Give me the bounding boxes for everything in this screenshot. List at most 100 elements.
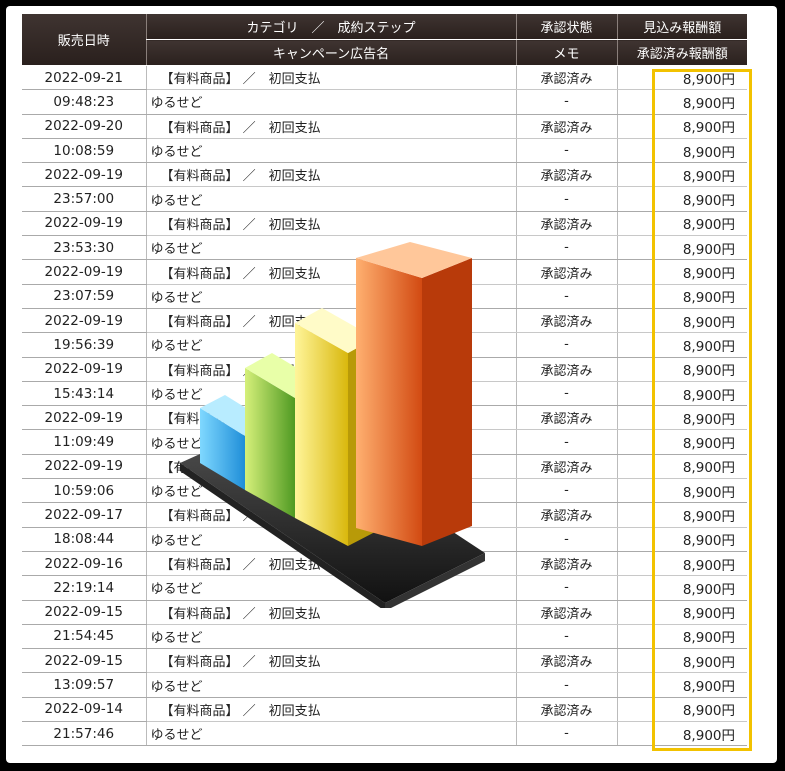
sale-date: 2022-09-19	[22, 454, 146, 480]
sale-time: 23:53:30	[22, 235, 146, 261]
expected-reward: 8,900円	[616, 259, 747, 285]
approved-reward: 8,900円	[616, 235, 747, 261]
sale-time: 21:57:46	[22, 721, 146, 747]
table-row-detail: 13:09:57 ゆるせど -8,900円	[22, 672, 747, 698]
sales-report-table: 販売日時 カテゴリ ／ 成約ステップ 承認状態 見込み報酬額 キャンペーン広告名…	[22, 14, 747, 747]
expected-reward: 8,900円	[616, 697, 747, 723]
approval-status: 承認済み	[515, 600, 617, 625]
sale-date: 2022-09-15	[22, 600, 146, 625]
sale-time: 11:09:49	[22, 429, 146, 455]
table-body: 2022-09-21 【有料商品】 ／ 初回支払 承認済み 8,900円 09:48:2…	[22, 65, 747, 747]
table-row: 2022-09-19 【有料商品】 ／ 初回支払 承認済み 8,900円	[22, 357, 747, 382]
category-step: 【有料商品】 ／ 初回支払	[145, 405, 516, 431]
table-row-detail: 23:07:59 ゆるせど -8,900円	[22, 284, 747, 309]
memo: -	[515, 624, 617, 650]
table-row: 2022-09-19 【有料商品】 ／ 初回支払 承認済み 8,900円	[22, 454, 747, 480]
campaign-name: ゆるせど	[145, 89, 516, 115]
table-row: 2022-09-15 【有料商品】 ／ 初回支払 承認済み 8,900円	[22, 648, 747, 674]
memo: -	[515, 527, 617, 552]
sale-time: 10:59:06	[22, 478, 146, 504]
sale-date: 2022-09-19	[22, 405, 146, 431]
category-step: 【有料商品】 ／ 初回支払	[145, 65, 516, 91]
approval-status: 承認済み	[515, 259, 617, 285]
campaign-name: ゆるせど	[145, 478, 516, 504]
approved-reward: 8,900円	[616, 138, 747, 164]
sale-time: 13:09:57	[22, 672, 146, 698]
campaign-name: ゆるせど	[145, 332, 516, 358]
sale-time: 15:43:14	[22, 381, 146, 407]
header-campaign: キャンペーン広告名	[145, 39, 516, 66]
memo: -	[515, 235, 617, 261]
table-row-detail: 22:19:14 ゆるせど -8,900円	[22, 575, 747, 601]
approval-status: 承認済み	[515, 211, 617, 237]
sale-time: 23:57:00	[22, 186, 146, 212]
expected-reward: 8,900円	[616, 502, 747, 528]
table-row: 2022-09-17 【有料商品】 ／ 初回支払 承認済み 8,900円	[22, 502, 747, 528]
expected-reward: 8,900円	[616, 600, 747, 625]
table-row-detail: 19:56:39 ゆるせど -8,900円	[22, 332, 747, 358]
memo: -	[515, 575, 617, 601]
approval-status: 承認済み	[515, 454, 617, 480]
header-approved-reward: 承認済み報酬額	[616, 39, 747, 66]
campaign-name: ゆるせど	[145, 429, 516, 455]
memo: -	[515, 721, 617, 747]
expected-reward: 8,900円	[616, 648, 747, 674]
table-row-detail: 10:08:59 ゆるせど -8,900円	[22, 138, 747, 164]
header-category: カテゴリ ／ 成約ステップ	[145, 14, 516, 40]
table-row-detail: 23:53:30 ゆるせど -8,900円	[22, 235, 747, 261]
memo: -	[515, 478, 617, 504]
memo: -	[515, 284, 617, 309]
sale-time: 18:08:44	[22, 527, 146, 552]
category-step: 【有料商品】 ／ 初回支払	[145, 600, 516, 625]
table-row: 2022-09-19 【有料商品】 ／ 初回支払 承認済み 8,900円	[22, 308, 747, 334]
approved-reward: 8,900円	[616, 672, 747, 698]
approved-reward: 8,900円	[616, 381, 747, 407]
sale-date: 2022-09-15	[22, 648, 146, 674]
campaign-name: ゆるせど	[145, 186, 516, 212]
approval-status: 承認済み	[515, 65, 617, 91]
memo: -	[515, 332, 617, 358]
table-row: 2022-09-19 【有料商品】 ／ 初回支払 承認済み 8,900円	[22, 259, 747, 285]
table-row-detail: 11:09:49 ゆるせど -8,900円	[22, 429, 747, 455]
campaign-name: ゆるせど	[145, 138, 516, 164]
category-step: 【有料商品】 ／ 初回支払	[145, 114, 516, 139]
approved-reward: 8,900円	[616, 721, 747, 747]
category-step: 【有料商品】 ／ 初回支払	[145, 454, 516, 480]
expected-reward: 8,900円	[616, 65, 747, 91]
category-step: 【有料商品】 ／ 初回支払	[145, 211, 516, 237]
sale-date: 2022-09-19	[22, 308, 146, 334]
approved-reward: 8,900円	[616, 284, 747, 309]
approved-reward: 8,900円	[616, 89, 747, 115]
category-step: 【有料商品】 ／ 初回支払	[145, 162, 516, 188]
expected-reward: 8,900円	[616, 454, 747, 480]
campaign-name: ゆるせど	[145, 235, 516, 261]
sale-time: 23:07:59	[22, 284, 146, 309]
sale-time: 09:48:23	[22, 89, 146, 115]
campaign-name: ゆるせど	[145, 575, 516, 601]
table-row: 2022-09-19 【有料商品】 ／ 初回支払 承認済み 8,900円	[22, 405, 747, 431]
sale-time: 22:19:14	[22, 575, 146, 601]
sale-time: 10:08:59	[22, 138, 146, 164]
sale-date: 2022-09-19	[22, 162, 146, 188]
table-row-detail: 15:43:14 ゆるせど -8,900円	[22, 381, 747, 407]
memo: -	[515, 672, 617, 698]
approval-status: 承認済み	[515, 405, 617, 431]
campaign-name: ゆるせど	[145, 527, 516, 552]
memo: -	[515, 381, 617, 407]
category-step: 【有料商品】 ／ 初回支払	[145, 551, 516, 577]
approved-reward: 8,900円	[616, 527, 747, 552]
approval-status: 承認済み	[515, 697, 617, 723]
expected-reward: 8,900円	[616, 114, 747, 139]
sale-date: 2022-09-14	[22, 697, 146, 723]
table-row-detail: 10:59:06 ゆるせど -8,900円	[22, 478, 747, 504]
category-step: 【有料商品】 ／ 初回支払	[145, 357, 516, 382]
sale-date: 2022-09-19	[22, 357, 146, 382]
header-expected-reward: 見込み報酬額	[616, 14, 747, 40]
expected-reward: 8,900円	[616, 211, 747, 237]
memo: -	[515, 138, 617, 164]
header-date: 販売日時	[22, 14, 146, 66]
sale-time: 21:54:45	[22, 624, 146, 650]
category-step: 【有料商品】 ／ 初回支払	[145, 502, 516, 528]
category-step: 【有料商品】 ／ 初回支払	[145, 697, 516, 723]
approval-status: 承認済み	[515, 162, 617, 188]
